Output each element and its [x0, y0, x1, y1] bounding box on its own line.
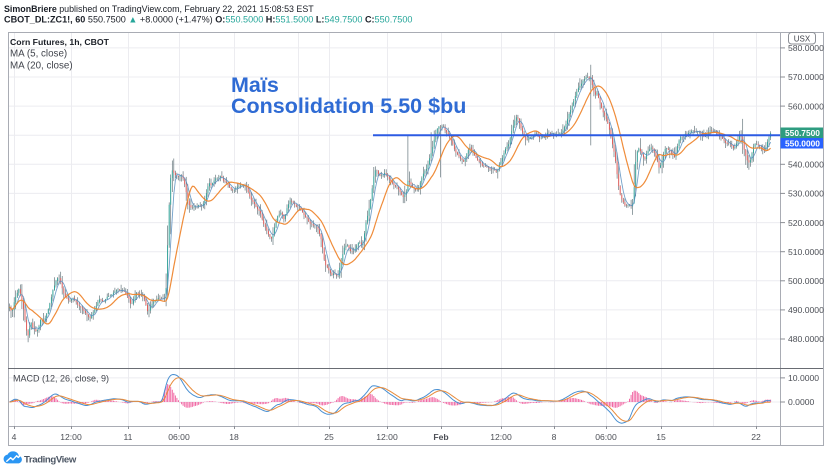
svg-text:540.0000: 540.0000: [788, 160, 824, 170]
svg-text:TradingView: TradingView: [24, 455, 77, 466]
svg-text:Maïs: Maïs: [231, 73, 279, 97]
svg-text:8: 8: [552, 432, 557, 442]
svg-text:0.0000: 0.0000: [788, 397, 815, 407]
svg-text:SimonBriere published on Tradi: SimonBriere published on TradingView.com…: [4, 4, 314, 14]
svg-text:MA (5, close): MA (5, close): [10, 49, 67, 60]
svg-text:530.0000: 530.0000: [788, 189, 824, 199]
svg-text:480.0000: 480.0000: [788, 334, 824, 344]
svg-text:15: 15: [656, 432, 666, 442]
svg-text:Consolidation 5.50 $bu: Consolidation 5.50 $bu: [231, 94, 466, 118]
svg-text:Corn Futures, 1h, CBOT: Corn Futures, 1h, CBOT: [10, 37, 110, 47]
svg-text:MA (20, close): MA (20, close): [10, 61, 73, 72]
svg-text:18: 18: [229, 432, 239, 442]
svg-text:CBOT_DL:ZC1!, 60 550.7500 ▲ +8: CBOT_DL:ZC1!, 60 550.7500 ▲ +8.0000 (+1.…: [4, 15, 412, 25]
svg-text:06:00: 06:00: [595, 432, 617, 442]
svg-text:570.0000: 570.0000: [788, 72, 824, 82]
svg-text:MACD (12, 26, close, 9): MACD (12, 26, close, 9): [13, 374, 109, 384]
svg-text:490.0000: 490.0000: [788, 305, 824, 315]
svg-text:USX: USX: [794, 35, 811, 44]
svg-text:550.7500: 550.7500: [785, 128, 820, 138]
svg-text:10.0000: 10.0000: [788, 373, 819, 383]
svg-text:11: 11: [124, 432, 133, 442]
svg-text:550.0000: 550.0000: [785, 139, 820, 149]
svg-text:22: 22: [751, 432, 761, 442]
svg-text:580.0000: 580.0000: [788, 43, 824, 53]
svg-text:25: 25: [324, 432, 334, 442]
svg-text:12:00: 12:00: [490, 432, 512, 442]
svg-text:12:00: 12:00: [376, 432, 398, 442]
svg-text:520.0000: 520.0000: [788, 218, 824, 228]
svg-text:06:00: 06:00: [168, 432, 190, 442]
svg-text:510.0000: 510.0000: [788, 247, 824, 257]
svg-text:560.0000: 560.0000: [788, 101, 824, 111]
svg-text:12:00: 12:00: [60, 432, 82, 442]
svg-text:Feb: Feb: [433, 432, 448, 442]
svg-text:500.0000: 500.0000: [788, 276, 824, 286]
svg-text:4: 4: [12, 432, 17, 442]
